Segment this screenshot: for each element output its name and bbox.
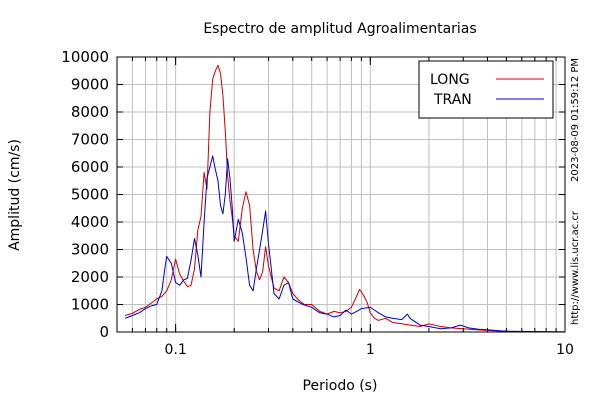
- x-axis-label: Periodo (s): [303, 378, 378, 394]
- source-url-label: http://www.lis.ucr.ac.cr: [570, 210, 581, 325]
- y-tick-label: 7000: [71, 131, 109, 149]
- y-tick-label: 8000: [71, 103, 109, 121]
- x-tick-label: 0.1: [164, 342, 186, 358]
- y-tick-label: 6000: [71, 158, 109, 176]
- chart-title: Espectro de amplitud Agroalimentarias: [203, 21, 476, 37]
- y-axis-label: Amplitud (cm/s): [7, 139, 23, 251]
- legend-label-long: LONG: [430, 72, 470, 88]
- legend-box: [418, 60, 554, 119]
- y-tick-label: 4000: [71, 213, 109, 231]
- series-line-long: [124, 64, 566, 333]
- y-tick-label: 3000: [71, 241, 109, 259]
- x-tick-label: 1: [366, 342, 375, 358]
- y-tick-label: 1000: [71, 296, 109, 314]
- grid: [117, 57, 565, 332]
- timestamp-label: 2023-08-09 01:59:12 PM: [570, 58, 581, 182]
- y-tick-label: 10000: [61, 48, 109, 66]
- series-layer: [124, 64, 566, 333]
- series-line-tran: [124, 155, 566, 333]
- y-tick-label: 2000: [71, 268, 109, 286]
- y-tick-label: 0: [99, 323, 109, 341]
- legend: LONG TRAN: [418, 60, 554, 119]
- axis-ticks: 0100020003000400050006000700080009000100…: [61, 48, 574, 358]
- y-tick-label: 9000: [71, 76, 109, 94]
- legend-label-tran: TRAN: [433, 92, 472, 108]
- y-tick-label: 5000: [71, 186, 109, 204]
- x-tick-label: 10: [556, 342, 574, 358]
